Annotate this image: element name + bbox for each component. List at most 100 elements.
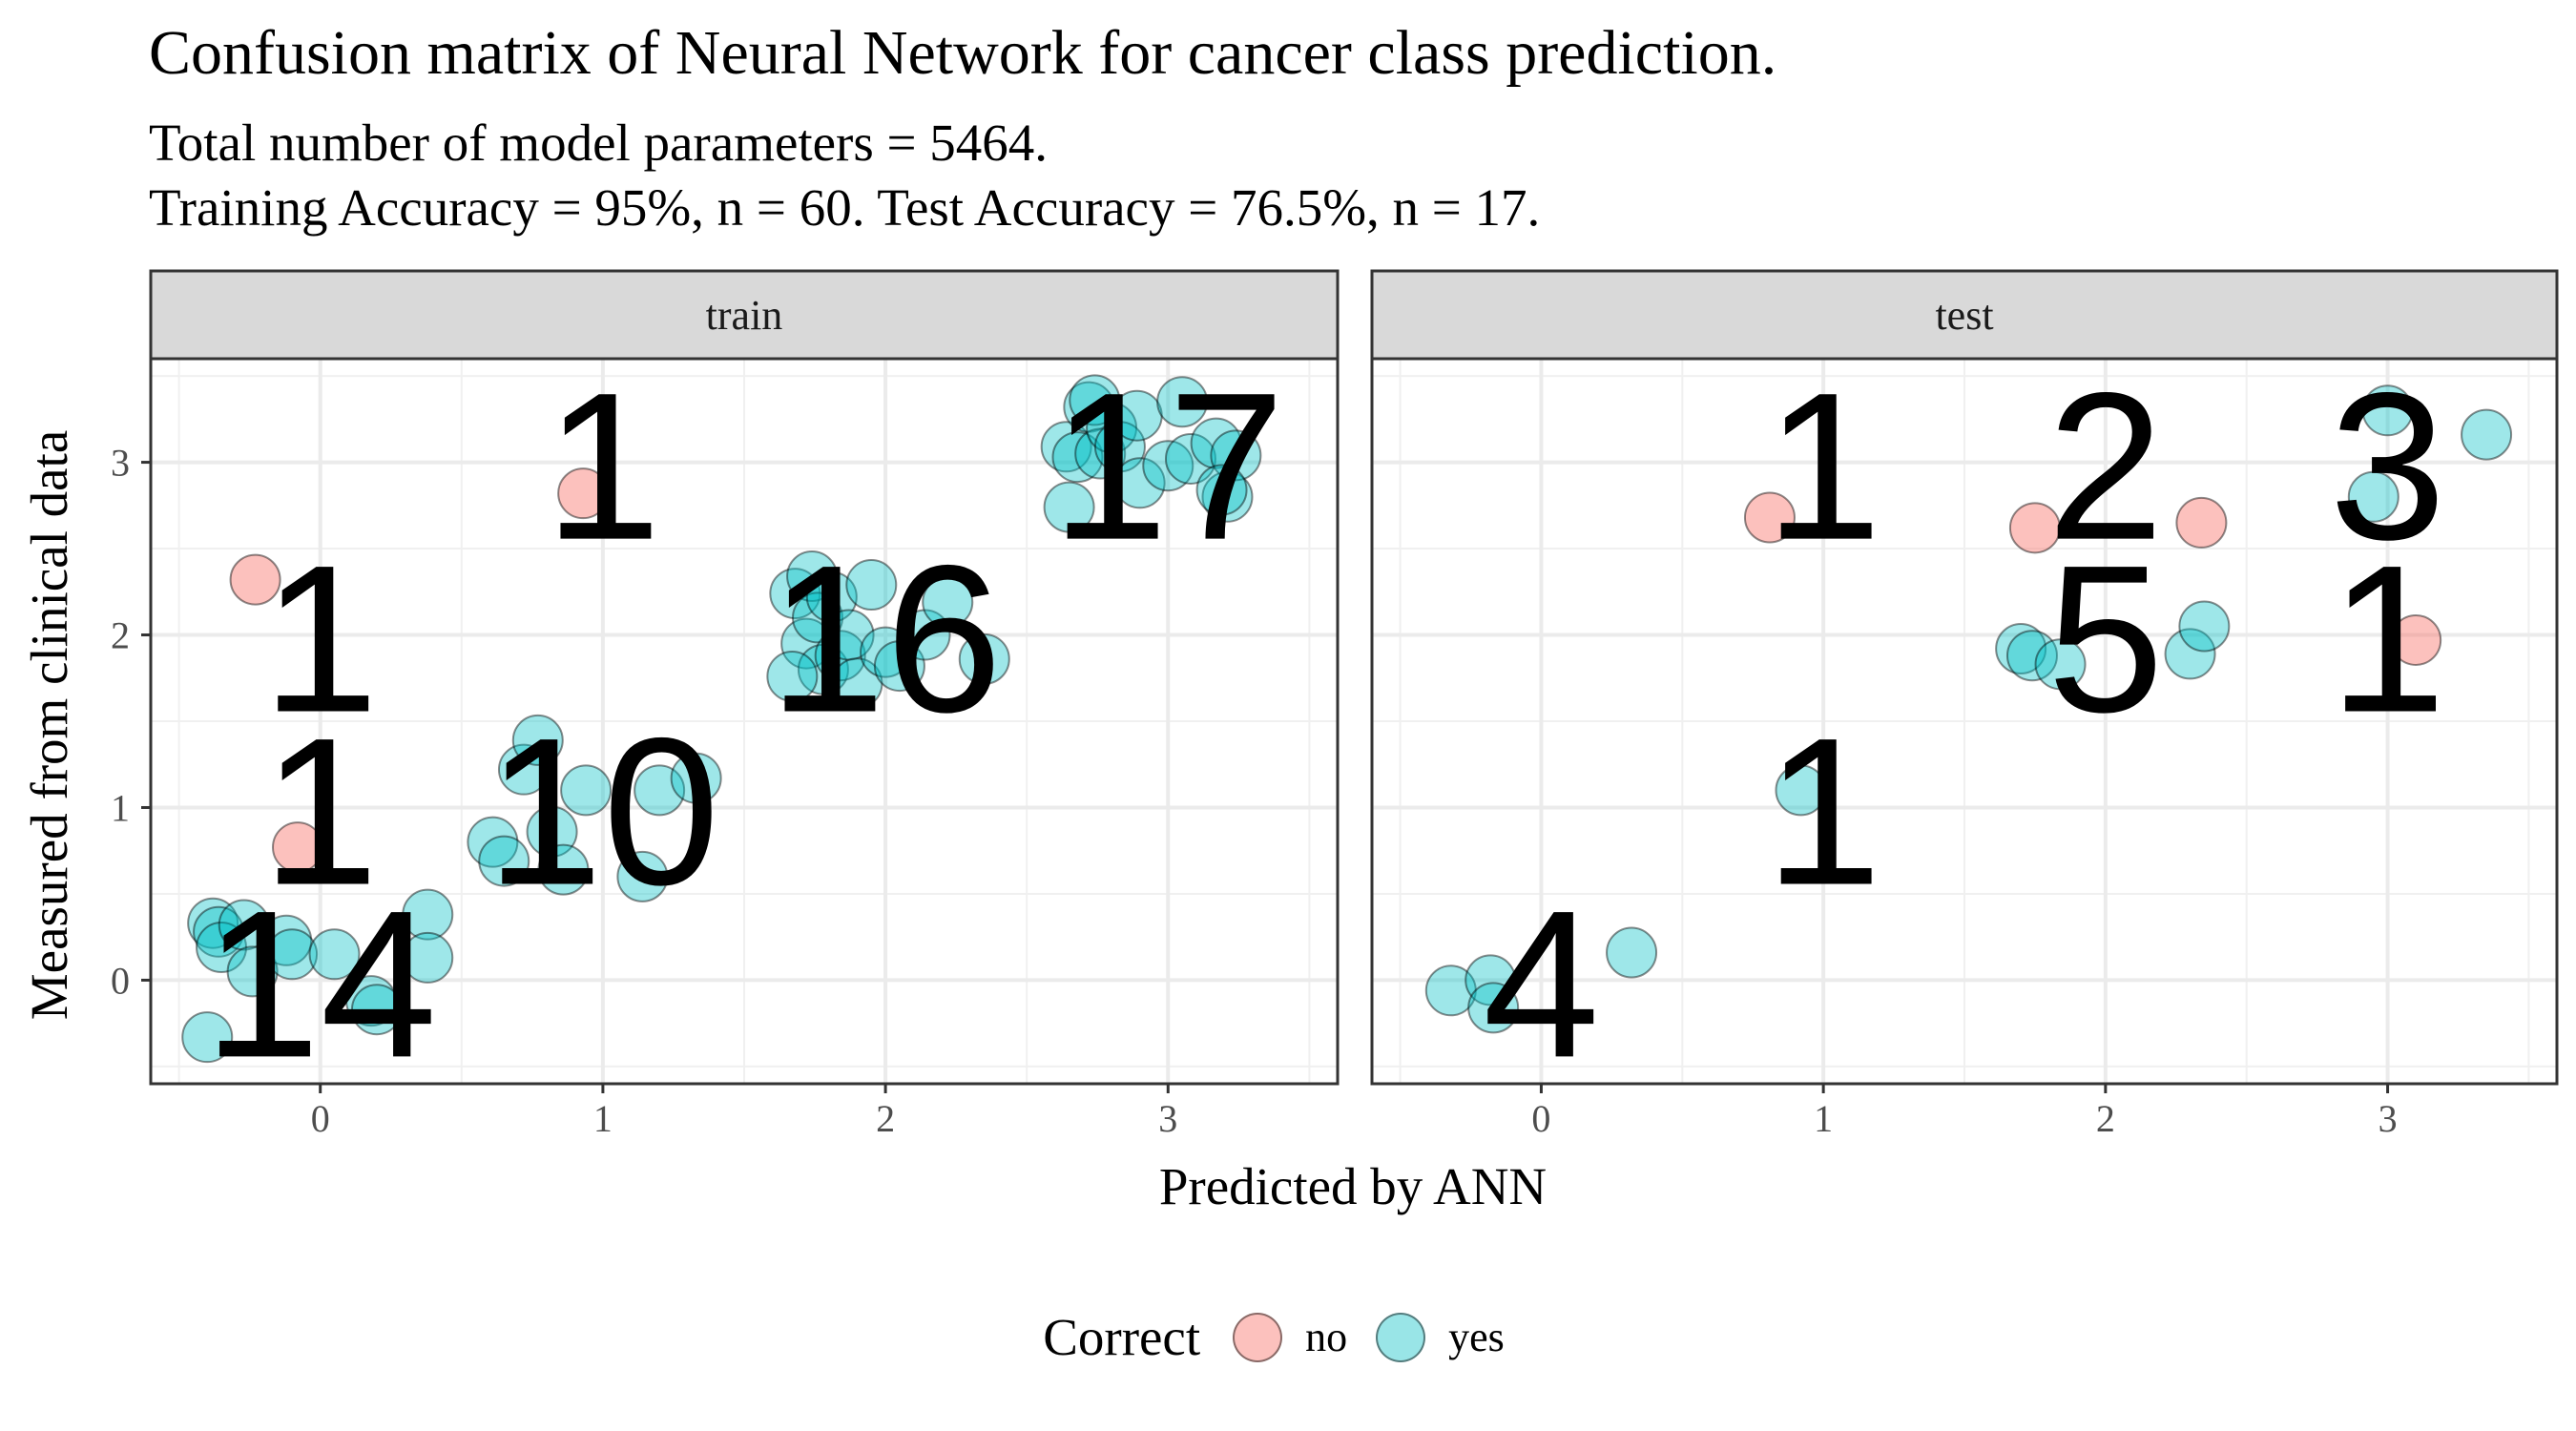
data-point-yes (467, 816, 519, 868)
data-point-yes (1069, 374, 1121, 426)
strip-label-train: train (706, 292, 783, 339)
data-point-yes (860, 626, 912, 678)
legend-swatch-no (1233, 1312, 1283, 1362)
data-point-yes (1043, 481, 1095, 533)
data-point-yes (402, 931, 454, 984)
data-point-yes (1093, 421, 1146, 473)
data-point-no (2008, 502, 2061, 554)
count-label: 1 (545, 349, 661, 584)
data-point-yes (822, 609, 875, 661)
strip-label-test: test (1935, 292, 1993, 339)
data-point-yes (497, 743, 550, 796)
panel-border-test (1370, 357, 2559, 1086)
data-point-yes (266, 928, 319, 981)
data-point-yes (1074, 427, 1127, 480)
data-point-no (2390, 613, 2442, 666)
data-point-yes (1040, 421, 1092, 473)
strip-background-test (1370, 269, 2559, 361)
count-label: 1 (2329, 522, 2445, 757)
data-point-yes (766, 650, 819, 702)
data-point-yes (560, 764, 613, 817)
data-point-yes (187, 897, 239, 949)
data-point-yes (831, 657, 883, 710)
data-point-no (1743, 491, 1796, 544)
data-point-yes (345, 975, 398, 1027)
chart-subtitle-accuracy: Training Accuracy = 95%, n = 60. Test Ac… (149, 178, 1541, 237)
count-label: 3 (2329, 349, 2445, 584)
legend-swatch-yes (1376, 1312, 1426, 1362)
x-axis-title: Predicted by ANN (1159, 1157, 1547, 1215)
data-point-no (557, 467, 610, 520)
data-point-yes (308, 928, 361, 981)
data-point-yes (1111, 389, 1163, 442)
legend-label-yes: yes (1448, 1314, 1505, 1360)
chart-title: Confusion matrix of Neural Network for c… (149, 18, 1777, 88)
legend-key-yes: yes (1376, 1312, 1505, 1362)
panel-border-train (149, 357, 1340, 1086)
data-point-yes (2005, 630, 2058, 682)
data-point-yes (193, 905, 245, 958)
data-point-yes (805, 570, 858, 623)
data-point-yes (1113, 457, 1166, 509)
data-point-yes (2461, 408, 2513, 461)
data-point-yes (634, 764, 686, 817)
y-axis-title: Measured from clinical data (20, 430, 78, 1020)
legend-title: Correct (1043, 1308, 1201, 1366)
count-label: 2 (2047, 349, 2164, 584)
data-point-yes (1424, 964, 1477, 1017)
x-tick-label: 1 (1814, 1097, 1833, 1140)
count-label: 1 (1765, 694, 1881, 928)
data-point-yes (1142, 440, 1195, 492)
x-tick-label: 2 (2096, 1097, 2115, 1140)
data-point-yes (1156, 376, 1209, 428)
legend: Correct no yes (0, 1307, 2576, 1367)
data-point-yes (181, 1011, 234, 1064)
legend-key-no: no (1233, 1312, 1348, 1362)
data-point-yes (769, 568, 821, 620)
data-point-yes (1465, 954, 1517, 1006)
x-tick-label: 2 (876, 1097, 895, 1140)
data-point-yes (478, 835, 530, 887)
data-point-yes (845, 559, 898, 612)
count-label: 16 (769, 522, 1003, 757)
data-point-yes (780, 617, 833, 670)
data-point-yes (1995, 623, 2047, 674)
y-tick-label: 2 (111, 614, 130, 657)
data-point-yes (2034, 638, 2087, 691)
y-tick-label: 1 (111, 786, 130, 829)
data-point-yes (814, 630, 866, 682)
count-label: 5 (2047, 522, 2164, 757)
x-tick-label: 0 (311, 1097, 330, 1140)
data-point-yes (1201, 470, 1254, 523)
x-tick-label: 3 (1158, 1097, 1177, 1140)
data-point-yes (1195, 464, 1248, 516)
x-tick-label: 0 (1531, 1097, 1550, 1140)
data-point-yes (226, 945, 279, 998)
data-point-yes (260, 914, 313, 966)
data-point-yes (786, 550, 839, 602)
data-point-yes (1063, 381, 1115, 433)
data-point-yes (2347, 470, 2399, 523)
data-point-yes (1606, 926, 1658, 979)
data-point-yes (511, 714, 564, 766)
data-point-yes (196, 922, 248, 974)
data-point-yes (1086, 402, 1138, 454)
data-point-yes (2164, 628, 2216, 680)
count-label: 1 (1765, 349, 1881, 584)
strip-background-train (149, 269, 1340, 361)
data-point-yes (873, 640, 925, 693)
data-point-yes (797, 643, 849, 695)
chart-subtitle-parameters: Total number of model parameters = 5464. (149, 114, 1049, 172)
legend-label-no: no (1305, 1314, 1348, 1360)
data-point-yes (350, 984, 403, 1036)
data-point-yes (1051, 431, 1104, 484)
data-point-no (272, 821, 324, 874)
data-point-no (2175, 496, 2228, 549)
data-point-yes (958, 633, 1010, 685)
data-point-yes (218, 899, 270, 951)
data-point-yes (616, 850, 669, 902)
count-label: 4 (1483, 866, 1599, 1101)
data-point-no (229, 553, 281, 606)
